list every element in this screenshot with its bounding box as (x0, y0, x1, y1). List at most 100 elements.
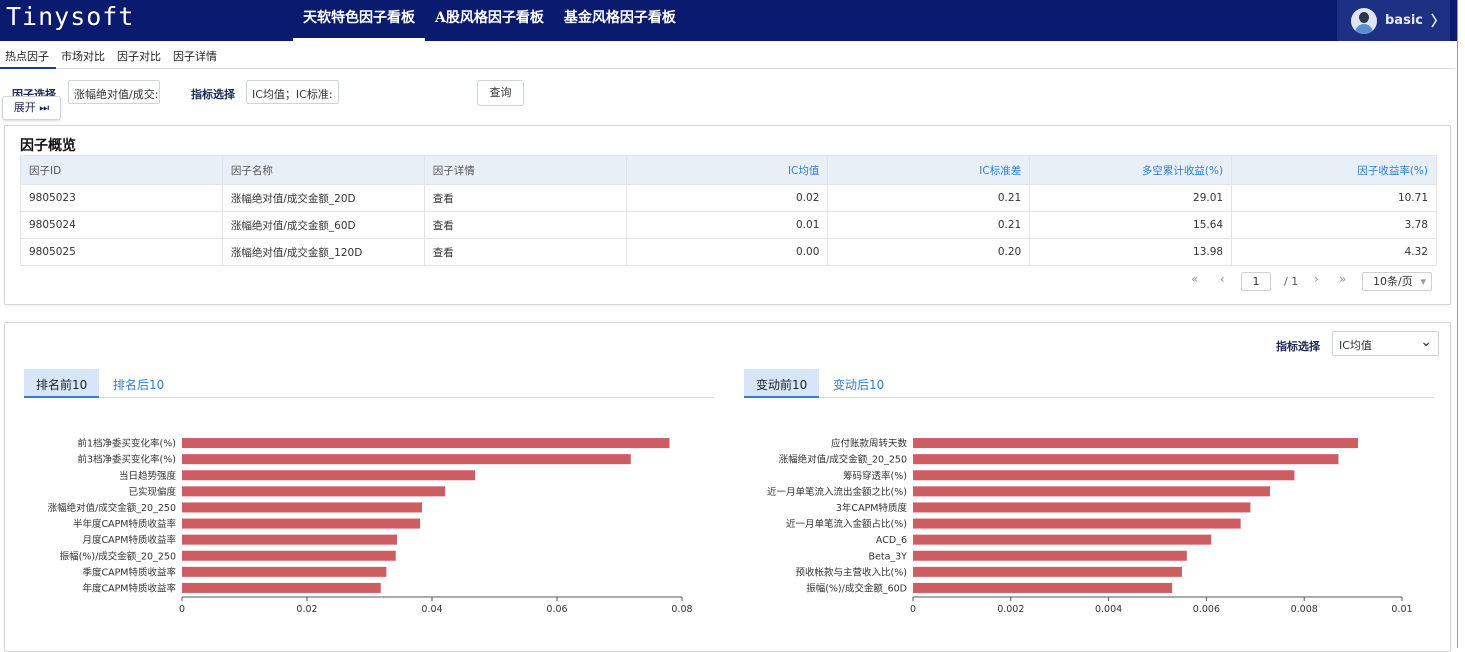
nav-tinysoft-factor-board[interactable]: 天软特色因子看板 (293, 0, 425, 41)
rank-bar[interactable] (182, 534, 397, 545)
change-tick-label: 0.002 (997, 604, 1024, 615)
ic-std-value: 0.20 (827, 238, 1031, 266)
col-factor-return[interactable]: 因子收益率(%) (1231, 155, 1437, 185)
tab-change-bottom10[interactable]: 变动后10 (833, 378, 885, 392)
rank-bar[interactable] (182, 438, 670, 449)
pager-page-input[interactable]: 1 (1241, 272, 1271, 291)
rank-category-label: 季度CAPM特质收益率 (82, 566, 176, 578)
pager-total: / 1 (1284, 275, 1299, 288)
pager-next-icon[interactable]: › (1314, 272, 1319, 286)
rank-indicator-select[interactable]: IC均值 ⌄ (1332, 331, 1439, 356)
change-category-label: 筹码穿透率(%) (843, 470, 907, 482)
page-size-value: 10条/页 (1373, 275, 1413, 288)
query-button[interactable]: 查询 (477, 80, 524, 106)
rank-bar[interactable] (182, 582, 381, 593)
change-category-label: 涨幅绝对值/成交金额_20_250 (779, 454, 907, 466)
view-detail-link[interactable]: 查看 (423, 211, 627, 239)
chevron-down-icon: ▾ (1420, 275, 1426, 288)
page-size-select[interactable]: 10条/页 ▾ (1362, 272, 1432, 291)
factor-name: 涨幅绝对值/成交金额_20D (221, 184, 425, 212)
ls-return-value: 13.98 (1029, 238, 1233, 266)
ls-return-value: 15.64 (1029, 211, 1233, 239)
nav-a-share-style-board[interactable]: A股风格因子看板 (435, 10, 544, 26)
rank-bar[interactable] (182, 566, 387, 577)
ls-return-value: 29.01 (1029, 184, 1233, 212)
change-category-label: 预收帐款与主营收入比(%) (796, 566, 907, 578)
tab-change-top10[interactable]: 变动前10 (744, 369, 820, 398)
change-category-label: 近一月单笔流入金额占比(%) (786, 518, 907, 530)
indicator-select-input[interactable]: IC均值；IC标准: (246, 80, 339, 104)
change-category-label: 振幅(%)/成交金额_60D (806, 582, 907, 594)
change-bar[interactable] (913, 486, 1270, 497)
rank-tick-label: 0.04 (421, 604, 442, 615)
change-bar[interactable] (913, 502, 1251, 513)
rank-top10-chart: 前1档净委买变化率(%) 前3档净委买变化率(%) 当日趋势强度已实现偏度涨幅绝对值… (48, 438, 693, 615)
rank-category-label: 振幅(%)/成交金额_20_250 (60, 550, 176, 562)
rank-bar[interactable] (182, 486, 446, 497)
table-header-row: 因子ID 因子名称 因子详情 IC均值 IC标准差 多空累计收益(%) 因子收益… (20, 155, 1437, 185)
change-bar[interactable] (913, 518, 1241, 529)
pager-first-icon[interactable]: « (1191, 272, 1199, 286)
overview-title: 因子概览 (20, 138, 76, 154)
change-category-label: ACD_6 (876, 535, 907, 546)
table-row: 9805024 涨幅绝对值/成交金额_60D 查看 0.01 0.21 15.6… (20, 211, 1437, 239)
rank-category-label: 当日趋势强度 (119, 470, 177, 482)
change-bar[interactable] (913, 470, 1295, 481)
rank-bar[interactable] (182, 470, 476, 481)
table-row: 9805023 涨幅绝对值/成交金额_20D 查看 0.02 0.21 29.0… (20, 184, 1437, 212)
factor-overview-card: 因子概览 因子ID 因子名称 因子详情 IC均值 IC标准差 多空累计收益(%)… (4, 125, 1451, 305)
user-name: basic (1385, 13, 1423, 28)
ic-std-value: 0.21 (827, 184, 1031, 212)
rank-bar[interactable] (182, 518, 421, 529)
sub-nav: 热点因子 市场对比 因子对比 因子详情 (0, 41, 1455, 69)
rank-bar[interactable] (182, 454, 631, 465)
pager-last-icon[interactable]: » (1339, 272, 1347, 286)
col-factor-detail[interactable]: 因子详情 (423, 155, 627, 185)
factor-return-value: 3.78 (1231, 211, 1437, 239)
scrollbar[interactable] (1457, 0, 1465, 648)
change-bar[interactable] (913, 550, 1187, 561)
factor-id-link[interactable]: 9805023 (20, 184, 223, 212)
user-menu[interactable]: basic 〉 (1337, 0, 1450, 41)
pager-prev-icon[interactable]: ‹ (1220, 272, 1225, 286)
factor-name: 涨幅绝对值/成交金额_60D (221, 211, 425, 239)
rank-bar[interactable] (182, 550, 396, 561)
col-ls-return[interactable]: 多空累计收益(%) (1029, 155, 1233, 185)
top-header: Tinysoft 天软特色因子看板 A股风格因子看板 基金风格因子看板 basi… (0, 0, 1458, 41)
factor-id-link[interactable]: 9805024 (20, 211, 223, 239)
rank-category-label: 已实现偏度 (128, 486, 176, 498)
tab-hot-factors[interactable]: 热点因子 (0, 41, 56, 69)
ic-mean-value: 0.01 (625, 211, 829, 239)
change-bar[interactable] (913, 534, 1212, 545)
right-tabs: 变动前10 变动后10 (744, 369, 1434, 398)
change-bar[interactable] (913, 454, 1339, 465)
factor-id-link[interactable]: 9805025 (20, 238, 223, 266)
table-row: 9805025 涨幅绝对值/成交金额_120D 查看 0.00 0.20 13.… (20, 238, 1437, 266)
view-detail-link[interactable]: 查看 (423, 184, 627, 212)
factor-select-input[interactable]: 涨幅绝对值/成交: (68, 80, 160, 104)
col-factor-id[interactable]: 因子ID (20, 155, 223, 185)
col-ic-std[interactable]: IC标准差 (827, 155, 1031, 185)
view-detail-link[interactable]: 查看 (423, 238, 627, 266)
indicator-select-label: 指标选择 (191, 88, 235, 101)
rank-indicator-label: 指标选择 (1276, 340, 1320, 353)
ic-mean-value: 0.02 (625, 184, 829, 212)
change-bar[interactable] (913, 582, 1173, 593)
rank-bar[interactable] (182, 502, 422, 513)
change-bar[interactable] (913, 566, 1182, 577)
tab-market-compare[interactable]: 市场对比 (61, 50, 105, 63)
rank-category-label: 月度CAPM特质收益率 (82, 534, 176, 546)
tab-factor-compare[interactable]: 因子对比 (117, 50, 161, 63)
col-ic-mean[interactable]: IC均值 (625, 155, 829, 185)
expand-button[interactable]: 展开 ⏭ (2, 96, 61, 120)
rank-category-label: 前1档净委买变化率(%) (78, 438, 176, 450)
tab-bottom10[interactable]: 排名后10 (113, 378, 165, 392)
col-factor-name[interactable]: 因子名称 (221, 155, 425, 185)
avatar (1351, 7, 1377, 34)
change-category-label: 近一月单笔流入流出金额之比(%) (767, 486, 907, 498)
tab-factor-detail[interactable]: 因子详情 (173, 50, 217, 63)
tab-top10[interactable]: 排名前10 (24, 369, 100, 398)
change-bar[interactable] (913, 438, 1358, 449)
logo: Tinysoft (6, 2, 135, 31)
nav-fund-style-board[interactable]: 基金风格因子看板 (563, 10, 676, 26)
